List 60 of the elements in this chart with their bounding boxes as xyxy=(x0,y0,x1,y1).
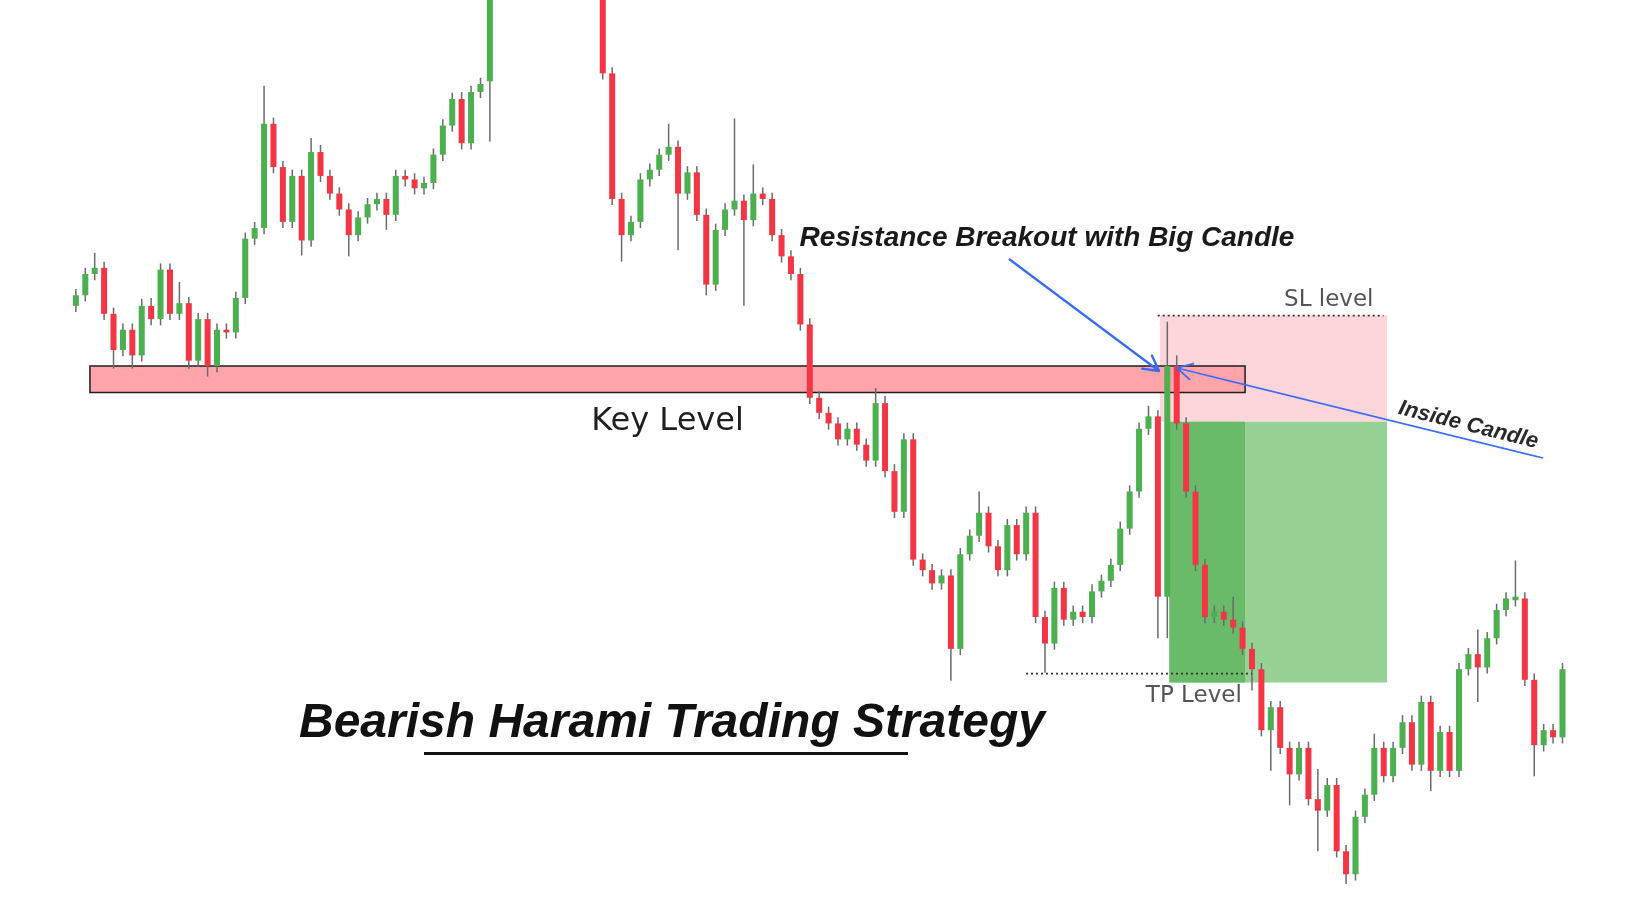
candlestick xyxy=(91,252,98,281)
band-label: Key Level xyxy=(591,400,744,439)
candlestick xyxy=(336,186,343,217)
candlestick xyxy=(1267,700,1274,772)
candlestick xyxy=(1540,723,1547,753)
candlestick xyxy=(1070,604,1077,627)
candlestick xyxy=(684,165,691,201)
candlestick xyxy=(1465,647,1472,677)
candlestick xyxy=(966,528,973,562)
candlestick xyxy=(1248,641,1255,692)
candlestick xyxy=(72,288,79,313)
candlestick xyxy=(383,191,390,231)
candlestick xyxy=(994,539,1001,578)
candlestick xyxy=(1220,604,1227,627)
candlestick xyxy=(740,193,747,307)
candlestick xyxy=(853,421,860,452)
candlestick xyxy=(816,390,823,420)
candlestick xyxy=(82,267,89,303)
ref-line-label: SL level xyxy=(1284,284,1374,311)
candlestick xyxy=(119,322,126,357)
candlestick xyxy=(825,405,832,431)
candlestick xyxy=(863,437,870,468)
candlestick xyxy=(364,197,371,225)
candlestick xyxy=(731,117,738,217)
candlestick xyxy=(355,210,362,243)
candlestick xyxy=(1107,557,1114,588)
candlestick xyxy=(1239,620,1246,656)
candlestick xyxy=(251,221,258,246)
candlestick xyxy=(835,416,841,447)
annotation: Inside Candle xyxy=(1396,394,1542,454)
candlestick xyxy=(1343,844,1350,884)
text: Bearish Harami Trading Strategy xyxy=(298,694,1048,747)
candlestick xyxy=(1361,787,1368,824)
candlestick xyxy=(628,214,634,243)
candlestick xyxy=(976,490,983,543)
annotation: Resistance Breakout with Big Candle xyxy=(799,221,1295,252)
candlestick xyxy=(326,168,333,201)
candlestick xyxy=(317,144,324,183)
candlestick xyxy=(778,228,785,264)
candlestick xyxy=(656,147,663,177)
candlestick xyxy=(1474,628,1481,703)
candlestick xyxy=(1098,573,1105,599)
candlestick xyxy=(411,172,418,196)
candlestick xyxy=(665,123,672,162)
ref-line-label: TP Level xyxy=(1144,680,1242,707)
candlestick xyxy=(477,77,484,99)
candlestick xyxy=(1230,595,1237,635)
candlestick xyxy=(938,568,945,591)
candlestick xyxy=(646,162,653,188)
candlestick xyxy=(844,421,851,447)
candlestick xyxy=(1314,768,1321,853)
candlestick xyxy=(1145,405,1152,436)
candlestick xyxy=(1503,591,1510,617)
candlestick xyxy=(722,202,729,237)
candlestick xyxy=(1550,723,1557,745)
candlestick xyxy=(176,281,183,321)
candlestick xyxy=(787,249,794,281)
candlestick xyxy=(148,297,155,327)
candlestick xyxy=(929,563,936,591)
candlestick xyxy=(919,552,926,578)
